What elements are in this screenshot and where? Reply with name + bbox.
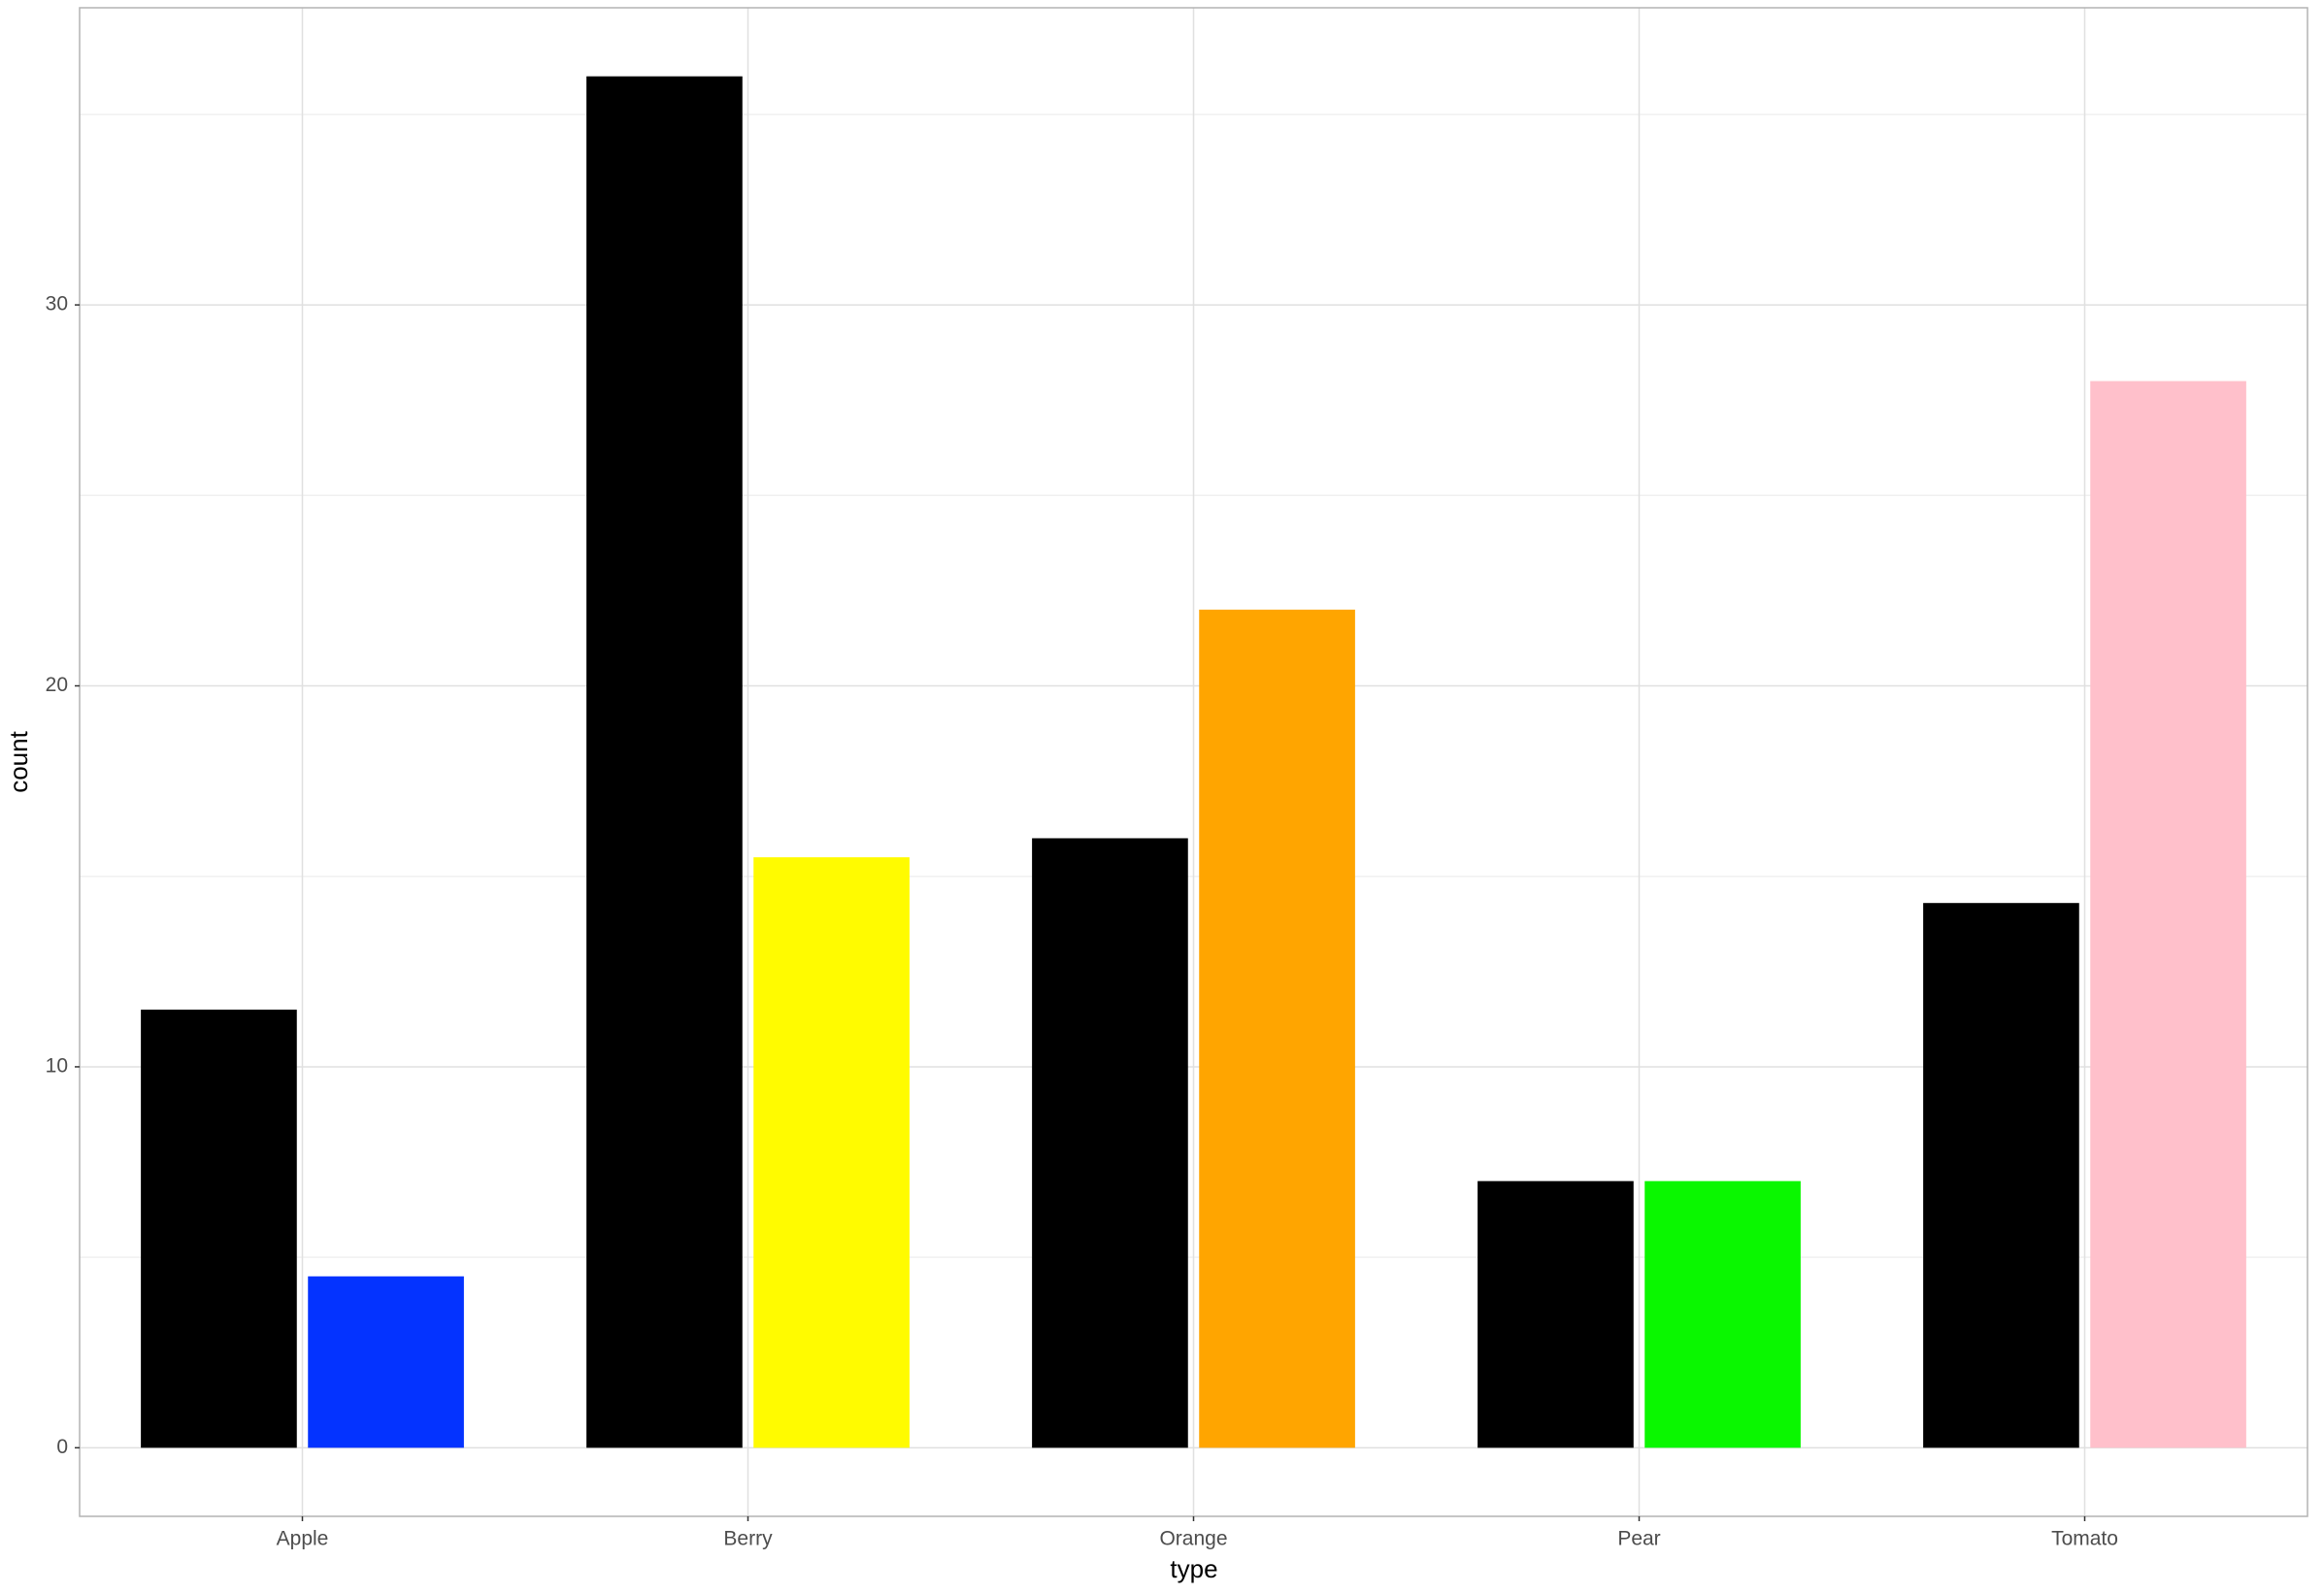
bar — [1477, 1180, 1634, 1448]
x-tick-label: Pear — [1617, 1528, 1660, 1550]
bar — [1644, 1180, 1801, 1448]
bar — [1032, 838, 1188, 1448]
bar — [753, 857, 910, 1448]
y-tick-label: 10 — [46, 1054, 68, 1077]
x-tick-label: Orange — [1159, 1528, 1227, 1550]
bar — [308, 1276, 464, 1448]
bar — [1923, 903, 2079, 1448]
x-tick-label: Apple — [277, 1528, 329, 1550]
bar — [141, 1010, 297, 1448]
bar — [1199, 610, 1355, 1448]
x-tick-label: Berry — [723, 1528, 773, 1550]
y-axis-title: count — [4, 730, 33, 792]
bars — [141, 76, 2246, 1448]
bar — [2090, 381, 2246, 1448]
y-tick-label: 30 — [46, 293, 68, 315]
x-axis-title: type — [1170, 1554, 1217, 1583]
x-tick-label: Tomato — [2051, 1528, 2118, 1550]
y-tick-label: 20 — [46, 674, 68, 696]
bar — [586, 76, 743, 1448]
y-tick-label: 0 — [56, 1436, 68, 1458]
